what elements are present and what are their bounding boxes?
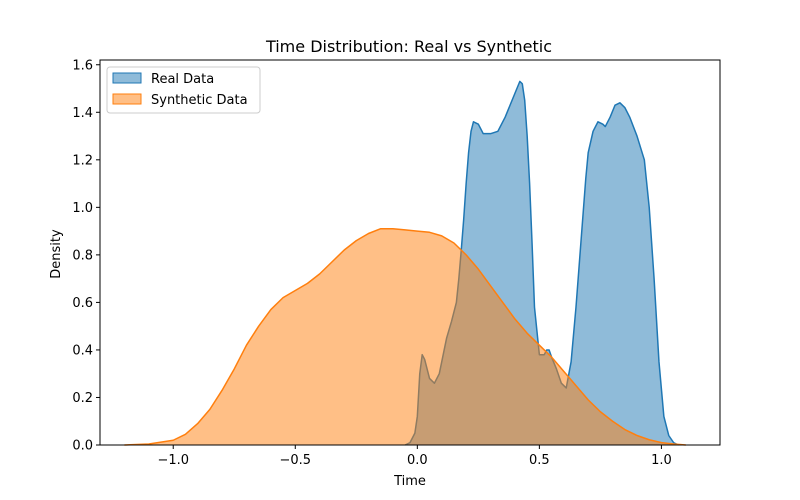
series-line-synthetic-data bbox=[124, 227, 686, 446]
y-axis-label: Density bbox=[49, 229, 64, 279]
legend-swatch bbox=[112, 72, 142, 84]
x-tick-label: 0.5 bbox=[529, 453, 550, 468]
x-axis-label: Time bbox=[393, 474, 426, 489]
plot-area bbox=[124, 80, 686, 446]
x-tick-label: 1.0 bbox=[651, 453, 672, 468]
y-tick-label: 1.6 bbox=[72, 58, 93, 73]
x-tick-label: 0.0 bbox=[407, 453, 428, 468]
chart-title: Time Distribution: Real vs Synthetic bbox=[265, 37, 552, 56]
x-axis: −1.0 −0.5 0.0 0.5 1.0 bbox=[157, 445, 672, 468]
y-tick-label: 0.8 bbox=[72, 248, 93, 263]
y-axis: 0.0 0.2 0.4 0.6 0.8 1.0 1.2 1.4 1.6 bbox=[72, 58, 100, 454]
y-tick-label: 0.0 bbox=[72, 439, 93, 454]
y-tick-label: 0.4 bbox=[72, 343, 93, 358]
y-tick-label: 1.0 bbox=[72, 201, 93, 216]
legend-box bbox=[106, 66, 261, 114]
y-tick-label: 0.2 bbox=[72, 391, 93, 406]
legend-label: Synthetic Data bbox=[151, 93, 248, 108]
x-tick-label: −0.5 bbox=[279, 453, 311, 468]
legend: Real Data Synthetic Data bbox=[106, 66, 261, 114]
y-tick-label: 1.2 bbox=[72, 153, 93, 168]
x-tick-label: −1.0 bbox=[157, 453, 189, 468]
y-tick-label: 0.6 bbox=[72, 296, 93, 311]
legend-label: Real Data bbox=[151, 72, 214, 87]
y-tick-label: 1.4 bbox=[72, 106, 93, 121]
series-area-synthetic-data bbox=[124, 228, 686, 445]
legend-swatch bbox=[112, 93, 142, 105]
plot-frame bbox=[99, 59, 721, 446]
